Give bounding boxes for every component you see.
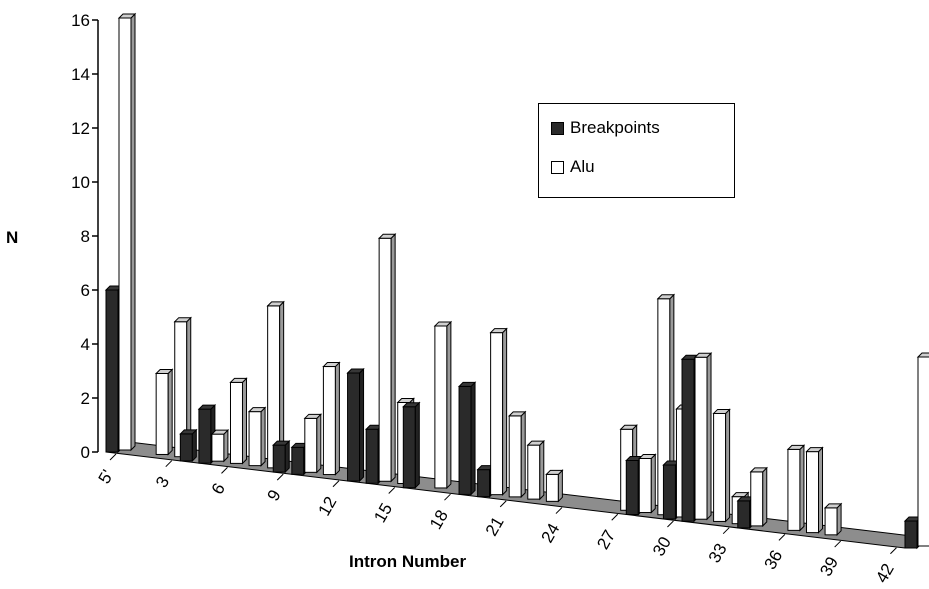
x-tick-mark	[388, 487, 396, 494]
chart-bars	[104, 12, 929, 550]
x-tick-mark	[722, 527, 730, 535]
y-tick-label: 4	[81, 335, 90, 354]
y-tick-label: 8	[81, 227, 90, 246]
x-tick-label: 15	[370, 500, 396, 526]
bar-alu-32	[712, 408, 731, 523]
legend-swatch-alu	[551, 160, 564, 174]
x-tick-mark	[778, 534, 786, 541]
x-tick-label: 21	[482, 513, 508, 539]
y-tick-label: 14	[71, 65, 90, 84]
x-tick-mark	[221, 467, 228, 474]
bar-breakpoints-13	[346, 367, 365, 483]
legend: Breakpoints Alu	[538, 103, 735, 198]
bar-alu-5	[210, 428, 230, 463]
y-tick-label: 0	[81, 443, 90, 462]
bar-alu-2	[154, 368, 174, 456]
x-tick-label: 24	[538, 520, 564, 546]
x-tick-label: 5'	[95, 467, 118, 488]
x-tick-mark	[834, 540, 842, 548]
legend-entry-alu: Alu	[551, 157, 595, 177]
x-axis-label: Intron Number	[349, 552, 467, 571]
bar-breakpoints-9	[272, 439, 291, 474]
bar-alu-20	[489, 327, 508, 496]
x-tick-label: 6	[208, 480, 229, 498]
y-tick-label: 12	[71, 119, 90, 138]
x-tick-label: 3	[152, 473, 173, 491]
bar-breakpoints-19	[457, 381, 477, 496]
x-tick-mark	[109, 453, 117, 461]
x-tick-mark	[611, 513, 619, 521]
bar-alu-5-	[117, 12, 137, 452]
bar-alu-17	[433, 320, 453, 490]
x-tick-label: 42	[872, 560, 898, 586]
y-tick-label: 10	[71, 173, 90, 192]
bar-alu-31	[693, 352, 713, 521]
bar-breakpoints-16	[402, 401, 421, 489]
x-tick-label: 18	[426, 507, 452, 533]
chart-axes	[92, 19, 897, 555]
legend-swatch-breakpoints	[551, 121, 564, 135]
x-tick-mark	[499, 500, 507, 508]
x-tick-mark	[276, 473, 284, 481]
bar-alu-38	[823, 502, 843, 537]
bar-alu-29	[656, 293, 676, 516]
bar-alu-11	[322, 361, 341, 476]
bar-alu-22	[526, 439, 545, 501]
legend-entry-breakpoints: Breakpoints	[551, 118, 660, 138]
x-tick-mark	[165, 460, 173, 468]
x-tick-mark	[667, 520, 674, 528]
bar-alu-8	[266, 300, 285, 470]
bar-alu-34	[749, 466, 768, 528]
x-tick-mark	[555, 507, 563, 514]
bar-alu-6	[229, 377, 248, 465]
x-tick-label: 9	[264, 487, 285, 505]
bar-breakpoints-4	[179, 428, 198, 463]
y-tick-label: 16	[71, 11, 90, 30]
x-tick-label: 39	[816, 554, 842, 580]
legend-label-alu: Alu	[570, 157, 595, 176]
x-tick-mark	[890, 547, 897, 555]
bar-alu-7	[247, 406, 267, 467]
x-tick-label: 30	[649, 533, 675, 559]
bar-alu-3	[173, 316, 192, 458]
bar-alu-10	[303, 413, 323, 474]
legend-label-breakpoints: Breakpoints	[570, 118, 660, 137]
x-tick-label: 33	[705, 540, 731, 566]
x-tick-mark	[444, 493, 451, 501]
y-axis-label: N	[6, 228, 19, 247]
bar-alu-43	[916, 352, 929, 547]
y-tick-label: 6	[81, 281, 90, 300]
bar-alu-14	[377, 233, 397, 483]
bar-alu-21	[508, 410, 527, 499]
bar-alu-37	[805, 446, 824, 534]
bar-alu-23	[545, 469, 564, 503]
bar-alu-28	[638, 453, 657, 514]
x-tick-mark	[332, 480, 340, 488]
bar-alu-36	[786, 444, 806, 532]
x-tick-label: 36	[760, 547, 786, 573]
x-tick-label: 12	[315, 493, 341, 519]
x-tick-label: 27	[593, 527, 619, 553]
y-tick-label: 2	[81, 389, 90, 408]
